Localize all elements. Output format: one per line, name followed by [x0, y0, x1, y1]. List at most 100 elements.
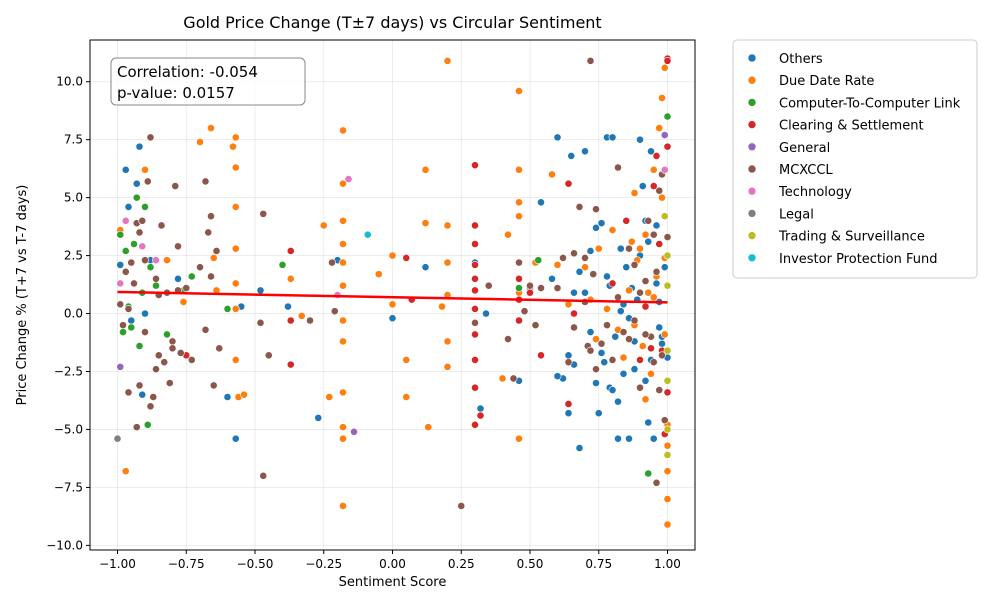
- point-mcxccl: [124, 305, 133, 313]
- point-due-date-rate: [660, 330, 669, 339]
- point-mcxccl: [204, 228, 213, 237]
- point-mcxccl: [597, 339, 606, 348]
- point-clearing-settlement: [286, 247, 295, 255]
- x-tick-label: 0.75: [585, 557, 612, 571]
- point-clearing-settlement: [471, 221, 479, 230]
- x-tick-label: −1.00: [99, 557, 136, 571]
- point-others: [116, 260, 125, 269]
- point-others: [594, 409, 603, 418]
- point-mcxccl: [207, 272, 215, 281]
- point-others: [138, 390, 147, 399]
- point-mcxccl: [515, 258, 523, 267]
- point-others: [256, 286, 265, 295]
- point-due-date-rate: [647, 369, 655, 378]
- point-mcxccl: [655, 386, 664, 394]
- legend-marker-legal: [747, 209, 757, 218]
- point-mcxccl: [176, 349, 185, 357]
- legend-label-technology: Technology: [778, 185, 852, 200]
- point-clearing-settlement: [471, 260, 479, 269]
- point-mcxccl: [154, 351, 163, 360]
- point-others: [548, 274, 556, 283]
- point-general: [350, 427, 358, 436]
- point-clearing-settlement: [663, 142, 672, 151]
- point-trading-surveillance: [663, 451, 672, 459]
- point-due-date-rate: [515, 434, 523, 443]
- point-others: [231, 434, 240, 443]
- point-mcxccl: [655, 186, 664, 195]
- point-mcxccl: [649, 230, 658, 239]
- point-computer-to-computer-link: [152, 281, 160, 290]
- point-due-date-rate: [641, 230, 650, 239]
- point-due-date-rate: [655, 124, 664, 132]
- point-mcxccl: [636, 288, 644, 297]
- point-clearing-settlement: [655, 240, 664, 248]
- point-due-date-rate: [231, 279, 240, 288]
- point-due-date-rate: [515, 87, 523, 95]
- point-others: [652, 221, 661, 230]
- point-due-date-rate: [231, 203, 240, 211]
- point-mcxccl: [168, 344, 177, 353]
- point-mcxccl: [146, 133, 155, 142]
- point-others: [482, 309, 490, 318]
- point-due-date-rate: [424, 423, 433, 432]
- point-due-date-rate: [649, 165, 658, 174]
- x-tick-label: 0.50: [517, 557, 544, 571]
- point-due-date-rate: [339, 258, 347, 267]
- legend-items: Others Due Date Rate Computer-To-Computer …: [747, 52, 961, 267]
- point-mcxccl: [570, 323, 578, 332]
- point-clearing-settlement: [471, 286, 479, 295]
- point-others: [616, 244, 625, 253]
- point-others: [630, 365, 639, 374]
- point-computer-to-computer-link: [223, 305, 232, 313]
- point-mcxccl: [182, 284, 191, 292]
- point-mcxccl: [306, 316, 314, 325]
- point-due-date-rate: [163, 256, 171, 265]
- point-due-date-rate: [625, 286, 633, 295]
- point-technology: [121, 216, 130, 225]
- point-others: [567, 152, 576, 160]
- point-due-date-rate: [339, 126, 347, 135]
- point-due-date-rate: [179, 298, 188, 306]
- point-mcxccl: [504, 335, 512, 343]
- point-clearing-settlement: [471, 420, 479, 429]
- point-clearing-settlement: [402, 254, 411, 262]
- point-mcxccl: [165, 379, 174, 387]
- point-due-date-rate: [231, 305, 240, 313]
- point-others: [649, 434, 658, 443]
- point-mcxccl: [581, 254, 589, 262]
- point-computer-to-computer-link: [163, 330, 171, 339]
- point-mcxccl: [603, 321, 611, 330]
- x-tick-label: −0.50: [237, 557, 274, 571]
- point-due-date-rate: [207, 124, 215, 132]
- point-due-date-rate: [443, 258, 452, 267]
- point-due-date-rate: [498, 374, 507, 383]
- point-due-date-rate: [121, 467, 130, 476]
- point-clearing-settlement: [286, 316, 295, 325]
- point-due-date-rate: [388, 300, 397, 309]
- point-due-date-rate: [443, 221, 452, 230]
- point-mcxccl: [259, 471, 268, 480]
- legend-label-computer-to-computer-link: Computer-To-Computer Link: [779, 96, 961, 111]
- point-trading-surveillance: [663, 425, 672, 434]
- point-due-date-rate: [592, 335, 600, 343]
- y-tick-label: −2.5: [54, 365, 83, 379]
- x-tick-label: 0.00: [379, 557, 406, 571]
- point-others: [132, 179, 141, 188]
- point-due-date-rate: [515, 165, 523, 174]
- point-technology: [152, 256, 160, 265]
- point-clearing-settlement: [652, 152, 661, 160]
- legend-marker-due-date-rate: [747, 75, 757, 85]
- x-axis-label: Sentiment Score: [339, 575, 447, 590]
- point-technology: [138, 242, 147, 251]
- point-mcxccl: [264, 351, 273, 360]
- point-clearing-settlement: [476, 411, 485, 420]
- point-mcxccl: [209, 381, 218, 390]
- point-mcxccl: [592, 365, 600, 374]
- point-mcxccl: [215, 344, 224, 353]
- point-others: [592, 379, 600, 387]
- point-others: [603, 272, 611, 281]
- point-others: [421, 263, 430, 272]
- x-tick-label: 1.00: [654, 557, 681, 571]
- point-clearing-settlement: [471, 240, 479, 248]
- point-mcxccl: [564, 358, 573, 367]
